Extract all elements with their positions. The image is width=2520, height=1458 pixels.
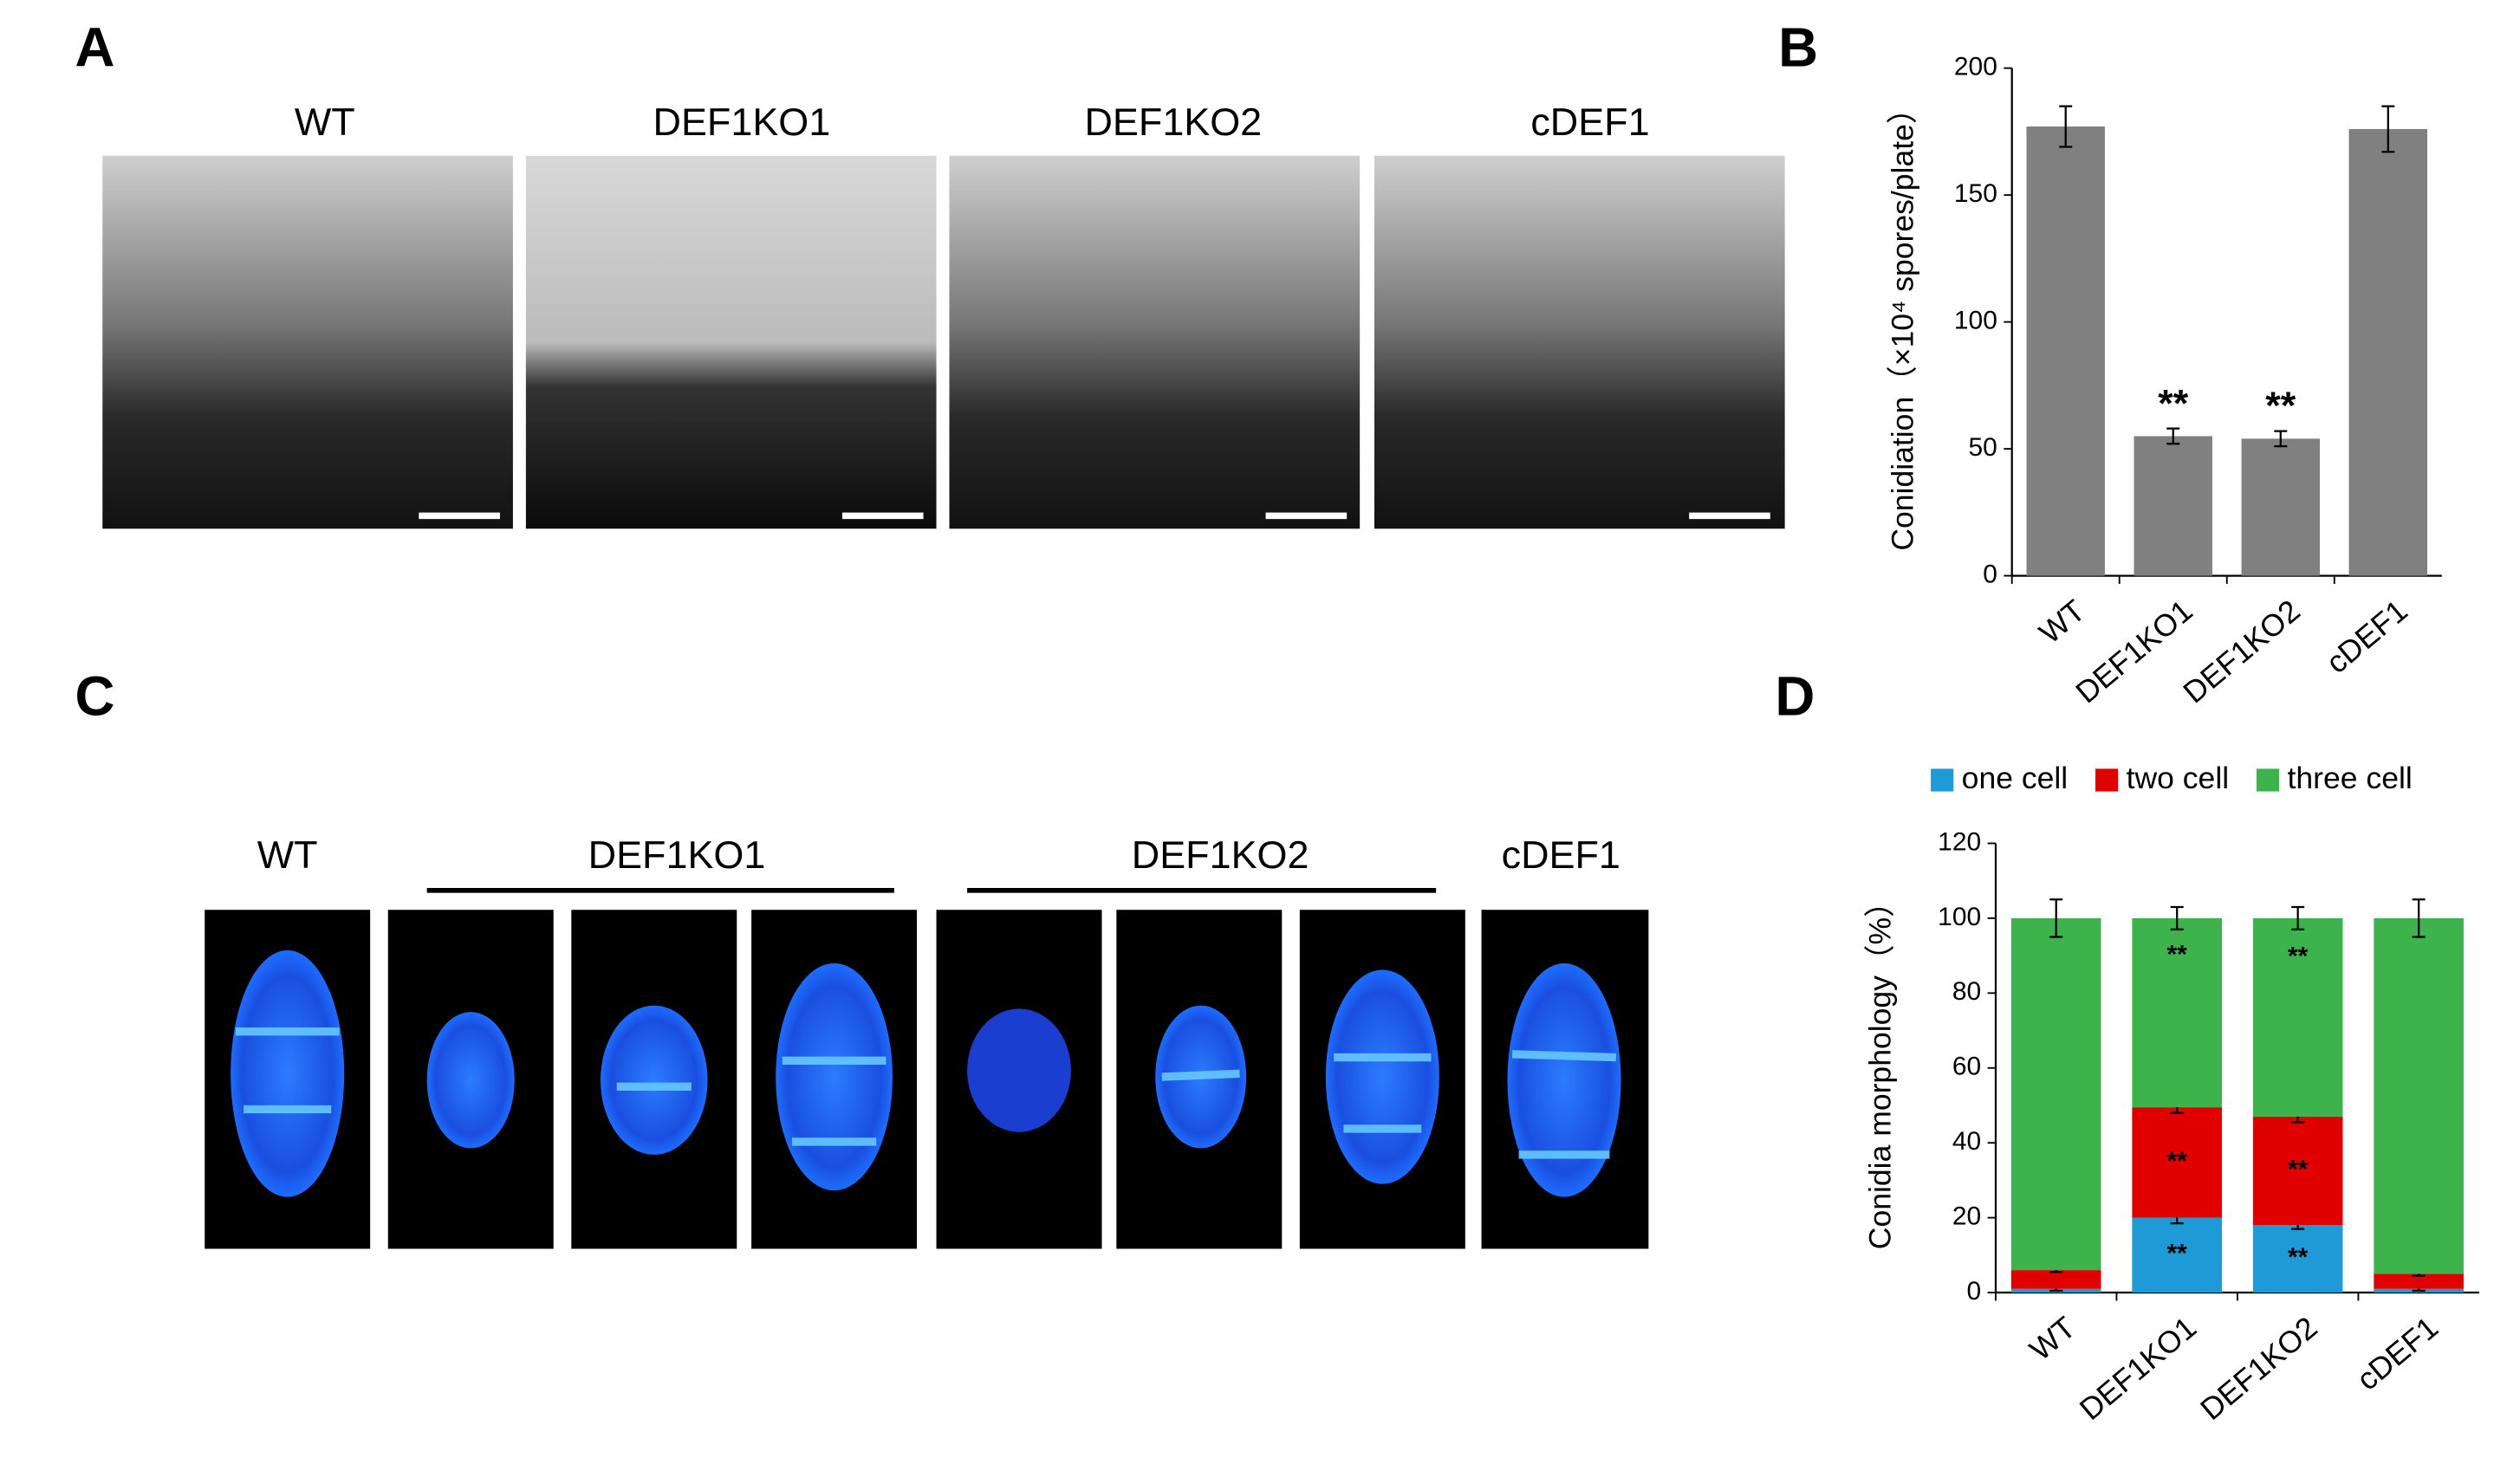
x-tick-label: WT xyxy=(2023,1310,2082,1367)
y-tick-label: 120 xyxy=(1938,827,1981,856)
bar-segment xyxy=(2252,1116,2343,1226)
x-tick-label: cDEF1 xyxy=(2350,1310,2445,1396)
y-tick-label: 80 xyxy=(1952,977,1981,1006)
y-axis-label: Conidia morphology（%） xyxy=(1862,886,1897,1249)
y-tick-label: 100 xyxy=(1954,307,1997,335)
bar xyxy=(2241,438,2320,576)
bar xyxy=(2134,436,2212,576)
bar-segment xyxy=(2374,1273,2464,1289)
strain-label: WT xyxy=(257,833,318,877)
legend-label: two cell xyxy=(2127,761,2230,795)
bar-segment xyxy=(2010,1270,2101,1289)
x-tick-label: DEF1KO2 xyxy=(2194,1310,2324,1427)
micrograph xyxy=(1374,155,1785,529)
bar-segment xyxy=(2374,917,2464,1274)
bar-segment xyxy=(2252,1225,2343,1293)
y-tick-label: 50 xyxy=(1969,433,1997,462)
spore xyxy=(231,950,345,1197)
bar-segment xyxy=(2132,917,2222,1108)
y-tick-label: 150 xyxy=(1954,179,1997,208)
bar-segment xyxy=(2010,917,2101,1271)
significance: ** xyxy=(2158,380,2188,424)
septa xyxy=(235,1027,1617,1159)
y-tick-label: 0 xyxy=(1983,560,1997,588)
strain-label: DEF1KO1 xyxy=(588,833,766,877)
significance: ** xyxy=(2288,1243,2309,1272)
strain-label: DEF1KO2 xyxy=(1085,100,1263,144)
y-tick-label: 0 xyxy=(1966,1277,1981,1306)
x-tick-label: cDEF1 xyxy=(2320,593,2414,680)
error-bar xyxy=(2170,905,2184,930)
significance: ** xyxy=(2288,1156,2309,1184)
bar xyxy=(2026,126,2105,576)
legend-swatch xyxy=(2256,768,2280,792)
legend-label: three cell xyxy=(2288,761,2413,795)
bar-segment xyxy=(2132,1107,2222,1218)
x-tick-label: DEF1KO2 xyxy=(2177,593,2307,710)
legend-label: one cell xyxy=(1962,761,2069,795)
y-tick-label: 20 xyxy=(1952,1202,1981,1231)
significance: ** xyxy=(2167,1147,2188,1176)
bar-segment xyxy=(2132,1217,2222,1293)
error-bar xyxy=(2274,430,2288,448)
spore xyxy=(426,1012,515,1149)
strain-label: DEF1KO2 xyxy=(1132,833,1309,877)
micrograph xyxy=(525,155,937,529)
strain-label: cDEF1 xyxy=(1502,833,1620,877)
micrograph xyxy=(949,155,1361,529)
fluorescence-images xyxy=(205,887,1649,1249)
x-tick-label: WT xyxy=(2033,593,2092,651)
strain-label: DEF1KO1 xyxy=(653,100,831,144)
error-bar xyxy=(2049,898,2063,938)
bar xyxy=(2348,128,2428,576)
legend-swatch xyxy=(1931,768,1954,792)
significance: ** xyxy=(2167,940,2188,969)
x-tick-label: DEF1KO1 xyxy=(2069,593,2199,710)
spore xyxy=(776,963,893,1191)
error-bar xyxy=(2166,427,2180,445)
significance: ** xyxy=(2288,943,2309,971)
significance: ** xyxy=(2265,383,2296,427)
y-tick-label: 200 xyxy=(1954,53,1997,81)
y-axis-label: Conidiation（×10⁴ spores/plate） xyxy=(1886,94,1920,551)
panel-label: D xyxy=(1775,666,1815,728)
legend-swatch xyxy=(2095,768,2119,792)
bar-segment xyxy=(2252,917,2343,1117)
spore xyxy=(967,1008,1071,1132)
micrograph xyxy=(102,155,513,529)
y-tick-label: 60 xyxy=(1952,1053,1981,1081)
y-tick-label: 40 xyxy=(1952,1127,1981,1156)
x-tick-label: DEF1KO1 xyxy=(2073,1310,2203,1427)
spore xyxy=(600,1005,708,1155)
spore xyxy=(1507,963,1621,1197)
strain-label: WT xyxy=(295,100,355,144)
significance: ** xyxy=(2167,1240,2188,1268)
panel-label: B xyxy=(1778,17,1818,79)
strain-label: cDEF1 xyxy=(1530,100,1649,144)
spore xyxy=(1325,969,1439,1184)
micrographs xyxy=(102,155,1785,529)
panel-label: C xyxy=(75,666,114,728)
error-bar xyxy=(2381,105,2395,153)
panel-label: A xyxy=(75,17,114,79)
error-bar xyxy=(2412,898,2426,938)
error-bar xyxy=(2291,905,2305,930)
y-tick-label: 100 xyxy=(1938,903,1981,931)
error-bar xyxy=(2059,105,2073,148)
